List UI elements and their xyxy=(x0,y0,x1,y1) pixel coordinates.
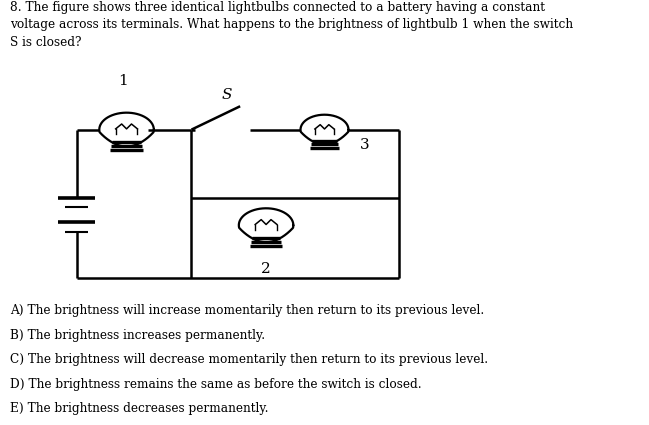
Text: B) The brightness increases permanently.: B) The brightness increases permanently. xyxy=(10,329,265,342)
Text: D) The brightness remains the same as before the switch is closed.: D) The brightness remains the same as be… xyxy=(10,378,421,391)
Text: 2: 2 xyxy=(261,262,271,276)
Text: 8. The figure shows three identical lightbulbs connected to a battery having a c: 8. The figure shows three identical ligh… xyxy=(10,1,573,49)
Text: E) The brightness decreases permanently.: E) The brightness decreases permanently. xyxy=(10,402,268,416)
Text: 3: 3 xyxy=(360,138,370,152)
Text: A) The brightness will increase momentarily then return to its previous level.: A) The brightness will increase momentar… xyxy=(10,304,484,317)
Text: 1: 1 xyxy=(118,74,129,88)
Text: S: S xyxy=(222,88,232,102)
Text: C) The brightness will decrease momentarily then return to its previous level.: C) The brightness will decrease momentar… xyxy=(10,353,488,366)
